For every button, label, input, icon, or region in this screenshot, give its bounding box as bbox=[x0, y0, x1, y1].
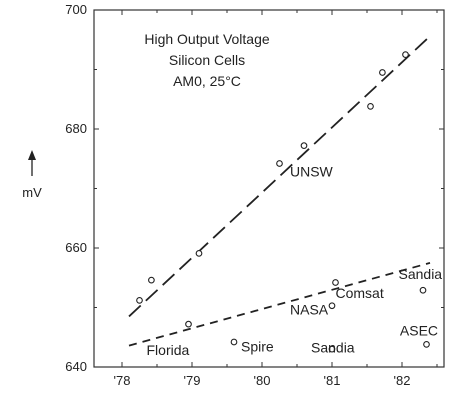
y-axis-label: mV bbox=[22, 150, 42, 200]
data-point bbox=[185, 320, 192, 328]
data-point bbox=[276, 160, 283, 167]
y-tick-label: 660 bbox=[65, 240, 87, 255]
annotation-label: Comsat bbox=[336, 285, 384, 301]
data-point bbox=[423, 341, 430, 348]
annotations: UNSW Florida Spire Sandia NASA Comsat Sandia AS… bbox=[147, 164, 443, 359]
y-axis-unit: mV bbox=[22, 185, 42, 200]
up-arrowhead-icon bbox=[28, 150, 36, 160]
annotation-label: Sandia bbox=[311, 340, 355, 356]
y-tick-label: 640 bbox=[65, 359, 87, 374]
x-tick-label: '80 bbox=[254, 373, 271, 388]
title-line-3: AM0, 25°C bbox=[173, 73, 241, 89]
data-point bbox=[300, 142, 308, 150]
data-point bbox=[419, 286, 427, 294]
x-axis: '78 '79 '80 '81 '82 bbox=[114, 10, 438, 388]
x-tick-label: '78 bbox=[114, 373, 131, 388]
plot-frame bbox=[93, 9, 445, 368]
y-tick-label: 700 bbox=[65, 2, 87, 17]
annotation-label: ASEC bbox=[400, 322, 438, 338]
data-point bbox=[332, 279, 339, 286]
data-point bbox=[136, 297, 143, 304]
x-tick-label: '79 bbox=[184, 373, 201, 388]
title-line-2: Silicon Cells bbox=[169, 52, 245, 68]
data-points bbox=[136, 51, 430, 353]
trend-lines bbox=[128, 35, 431, 347]
data-point bbox=[148, 276, 155, 284]
annotation-label: Sandia bbox=[399, 266, 443, 282]
data-point bbox=[367, 103, 374, 110]
y-axis: 640 660 680 700 bbox=[65, 2, 444, 374]
annotation-label: UNSW bbox=[290, 164, 334, 180]
x-tick-label: '81 bbox=[324, 373, 341, 388]
trend-line-2 bbox=[128, 262, 431, 347]
annotation-label: Spire bbox=[241, 339, 274, 355]
title-line-1: High Output Voltage bbox=[144, 31, 270, 47]
data-point bbox=[328, 345, 336, 353]
data-point bbox=[328, 302, 336, 310]
title-block: High Output Voltage Silicon Cells AM0, 2… bbox=[144, 31, 270, 89]
data-point bbox=[195, 250, 203, 257]
data-point bbox=[379, 69, 386, 76]
y-tick-label: 680 bbox=[65, 121, 87, 136]
x-tick-label: '82 bbox=[394, 373, 411, 388]
data-point bbox=[230, 338, 238, 346]
data-point bbox=[402, 51, 409, 58]
annotation-label: NASA bbox=[290, 302, 329, 318]
annotation-label: Florida bbox=[147, 342, 190, 358]
